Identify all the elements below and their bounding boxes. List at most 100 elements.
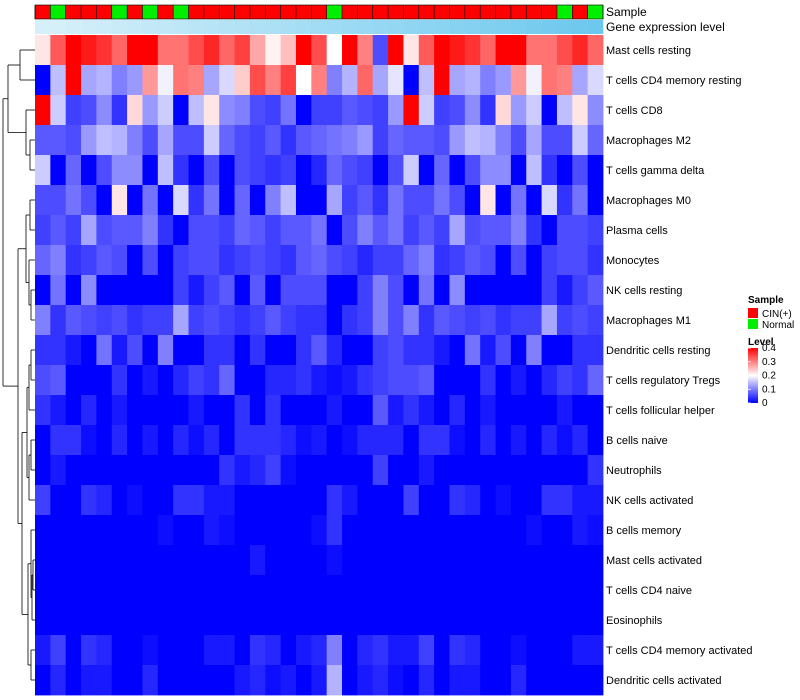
heatmap-cell bbox=[111, 335, 128, 366]
heatmap-cell bbox=[203, 665, 220, 696]
annotation-gene-expression-cell bbox=[388, 20, 404, 34]
heatmap-cell bbox=[280, 515, 297, 546]
heatmap-cell bbox=[295, 305, 312, 336]
heatmap-cell bbox=[265, 575, 282, 606]
heatmap-cell bbox=[480, 335, 496, 366]
heatmap-cell bbox=[65, 155, 82, 186]
heatmap-cell bbox=[173, 125, 189, 156]
heatmap-cell bbox=[495, 425, 512, 456]
heatmap-cell bbox=[234, 95, 251, 126]
row-label: Mast cells activated bbox=[606, 555, 702, 567]
heatmap-cell bbox=[96, 515, 113, 546]
heatmap-cell bbox=[127, 35, 143, 66]
heatmap-cell bbox=[572, 335, 589, 366]
heatmap-cell bbox=[157, 215, 174, 246]
heatmap-cell bbox=[526, 485, 542, 516]
heatmap-cell bbox=[219, 635, 235, 666]
heatmap-cell bbox=[96, 335, 113, 366]
heatmap-cell bbox=[280, 275, 297, 306]
heatmap-cell bbox=[464, 245, 481, 276]
annotation-gene-expression-cell bbox=[111, 20, 128, 34]
heatmap-cell bbox=[96, 275, 113, 306]
heatmap-cell bbox=[357, 365, 374, 396]
heatmap-cell bbox=[157, 605, 174, 636]
heatmap-cell bbox=[81, 365, 97, 396]
heatmap-cell bbox=[311, 95, 328, 126]
heatmap-cell bbox=[295, 335, 312, 366]
heatmap-cell bbox=[65, 605, 82, 636]
heatmap-cell bbox=[81, 605, 97, 636]
heatmap-cell bbox=[480, 155, 496, 186]
heatmap-cell bbox=[434, 395, 450, 426]
heatmap-cell bbox=[311, 635, 328, 666]
heatmap-cell bbox=[556, 155, 573, 186]
heatmap-cell bbox=[464, 185, 481, 216]
heatmap-cell bbox=[510, 215, 527, 246]
heatmap-cell bbox=[556, 215, 573, 246]
heatmap-cell bbox=[449, 485, 466, 516]
heatmap-cell bbox=[157, 125, 174, 156]
heatmap-cell bbox=[541, 665, 558, 696]
heatmap-cell bbox=[127, 185, 143, 216]
heatmap-cell bbox=[280, 575, 297, 606]
heatmap-cell bbox=[434, 605, 450, 636]
heatmap-cell bbox=[173, 305, 189, 336]
heatmap-cell bbox=[556, 335, 573, 366]
heatmap-cell bbox=[449, 185, 466, 216]
heatmap-cell bbox=[157, 545, 174, 576]
heatmap-cell bbox=[203, 515, 220, 546]
heatmap-cell bbox=[464, 425, 481, 456]
heatmap-cell bbox=[495, 545, 512, 576]
heatmap-cell bbox=[142, 425, 159, 456]
heatmap-cell bbox=[35, 245, 51, 276]
heatmap-cell bbox=[572, 185, 589, 216]
heatmap-cell bbox=[326, 155, 343, 186]
heatmap-cell bbox=[265, 485, 282, 516]
heatmap-cell bbox=[572, 275, 589, 306]
heatmap-cell bbox=[142, 605, 159, 636]
heatmap-cell bbox=[357, 335, 374, 366]
heatmap-cell bbox=[449, 95, 466, 126]
heatmap-cell bbox=[357, 155, 374, 186]
annotation-sample-cell bbox=[173, 5, 189, 19]
heatmap-cell bbox=[203, 365, 220, 396]
heatmap-cell bbox=[510, 545, 527, 576]
heatmap-cell bbox=[311, 515, 328, 546]
heatmap-cell bbox=[96, 155, 113, 186]
heatmap-cell bbox=[357, 275, 374, 306]
heatmap-cell bbox=[142, 665, 159, 696]
heatmap-cell bbox=[81, 335, 97, 366]
heatmap-cell bbox=[326, 515, 343, 546]
heatmap-cell bbox=[50, 335, 67, 366]
heatmap-cell bbox=[65, 575, 82, 606]
heatmap-cell bbox=[403, 125, 420, 156]
heatmap-cell bbox=[35, 35, 51, 66]
heatmap-cell bbox=[50, 245, 67, 276]
heatmap-cell bbox=[480, 515, 496, 546]
heatmap-cell bbox=[495, 665, 512, 696]
heatmap-cell bbox=[449, 65, 466, 96]
heatmap-cell bbox=[449, 455, 466, 486]
heatmap-cell bbox=[510, 95, 527, 126]
heatmap-cell bbox=[587, 95, 604, 126]
heatmap-cell bbox=[510, 395, 527, 426]
heatmap-cell bbox=[81, 515, 97, 546]
annotation-gene-expression-cell bbox=[142, 20, 159, 34]
heatmap-cell bbox=[50, 515, 67, 546]
heatmap-cell bbox=[434, 215, 450, 246]
heatmap-cell bbox=[403, 575, 420, 606]
annotation-sample-cell bbox=[357, 5, 374, 19]
heatmap-cell bbox=[510, 155, 527, 186]
heatmap-cell bbox=[342, 125, 358, 156]
heatmap-cell bbox=[203, 185, 220, 216]
heatmap-cell bbox=[96, 395, 113, 426]
heatmap-cell bbox=[495, 485, 512, 516]
heatmap-cell bbox=[203, 125, 220, 156]
heatmap-cell bbox=[418, 305, 435, 336]
annotation-gene-expression-cell bbox=[295, 20, 312, 34]
heatmap-cell bbox=[480, 545, 496, 576]
heatmap-cell bbox=[249, 95, 266, 126]
heatmap-cell bbox=[127, 455, 143, 486]
heatmap-cell bbox=[357, 125, 374, 156]
heatmap-cell bbox=[526, 335, 542, 366]
